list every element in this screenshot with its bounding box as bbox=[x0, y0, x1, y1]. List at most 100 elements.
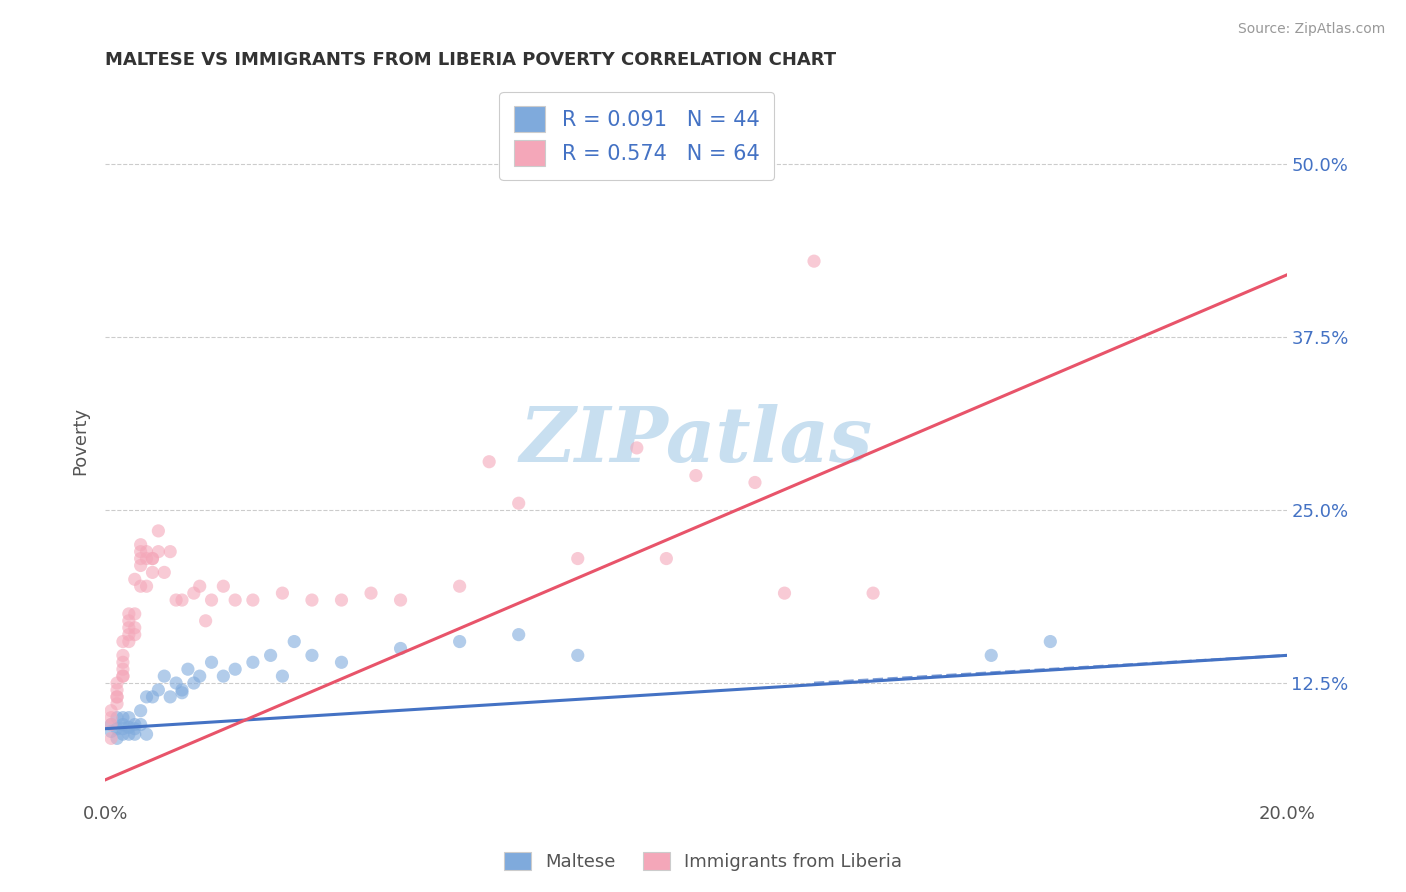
Point bbox=[118, 711, 141, 725]
Point bbox=[105, 690, 128, 704]
Point bbox=[200, 655, 222, 669]
Point bbox=[170, 682, 193, 697]
Point bbox=[655, 551, 678, 566]
Point bbox=[118, 607, 141, 621]
Point bbox=[135, 579, 157, 593]
Point bbox=[242, 593, 264, 607]
Point bbox=[170, 686, 193, 700]
Point bbox=[100, 731, 122, 746]
Point bbox=[100, 711, 122, 725]
Point bbox=[567, 648, 589, 663]
Point bbox=[105, 682, 128, 697]
Point bbox=[980, 648, 1002, 663]
Text: MALTESE VS IMMIGRANTS FROM LIBERIA POVERTY CORRELATION CHART: MALTESE VS IMMIGRANTS FROM LIBERIA POVER… bbox=[105, 51, 837, 69]
Point bbox=[626, 441, 648, 455]
Point bbox=[100, 717, 122, 731]
Point bbox=[449, 579, 471, 593]
Point bbox=[153, 566, 176, 580]
Point bbox=[105, 722, 128, 736]
Point bbox=[301, 648, 323, 663]
Point bbox=[259, 648, 281, 663]
Point bbox=[212, 579, 235, 593]
Point bbox=[118, 720, 141, 734]
Point bbox=[124, 572, 146, 586]
Point bbox=[105, 711, 128, 725]
Point bbox=[188, 669, 211, 683]
Point bbox=[111, 662, 134, 676]
Point bbox=[124, 717, 146, 731]
Point bbox=[124, 607, 146, 621]
Point bbox=[148, 544, 170, 558]
Point bbox=[330, 593, 353, 607]
Legend: Maltese, Immigrants from Liberia: Maltese, Immigrants from Liberia bbox=[496, 845, 910, 879]
Point bbox=[111, 717, 134, 731]
Point bbox=[1039, 634, 1062, 648]
Point bbox=[271, 586, 294, 600]
Point bbox=[118, 621, 141, 635]
Point bbox=[508, 627, 530, 641]
Point bbox=[100, 717, 122, 731]
Point bbox=[224, 593, 246, 607]
Point bbox=[105, 731, 128, 746]
Point bbox=[148, 524, 170, 538]
Point bbox=[129, 544, 152, 558]
Point bbox=[183, 586, 205, 600]
Point bbox=[141, 551, 163, 566]
Point bbox=[449, 634, 471, 648]
Point bbox=[862, 586, 884, 600]
Point bbox=[141, 690, 163, 704]
Point bbox=[100, 704, 122, 718]
Point bbox=[105, 676, 128, 690]
Point bbox=[129, 551, 152, 566]
Point bbox=[389, 641, 412, 656]
Point bbox=[129, 717, 152, 731]
Point bbox=[141, 551, 163, 566]
Point bbox=[141, 566, 163, 580]
Point bbox=[744, 475, 766, 490]
Point bbox=[124, 727, 146, 741]
Point bbox=[148, 682, 170, 697]
Point bbox=[360, 586, 382, 600]
Point bbox=[508, 496, 530, 510]
Point bbox=[159, 690, 181, 704]
Point bbox=[129, 558, 152, 573]
Point bbox=[567, 551, 589, 566]
Point bbox=[118, 727, 141, 741]
Point bbox=[389, 593, 412, 607]
Point bbox=[105, 697, 128, 711]
Point bbox=[283, 634, 305, 648]
Point bbox=[803, 254, 825, 268]
Point bbox=[188, 579, 211, 593]
Point bbox=[153, 669, 176, 683]
Point bbox=[105, 690, 128, 704]
Point bbox=[165, 676, 187, 690]
Point bbox=[124, 722, 146, 736]
Point bbox=[129, 704, 152, 718]
Point bbox=[111, 648, 134, 663]
Point bbox=[135, 727, 157, 741]
Point bbox=[135, 690, 157, 704]
Point bbox=[165, 593, 187, 607]
Point bbox=[773, 586, 796, 600]
Text: ZIPatlas: ZIPatlas bbox=[519, 404, 873, 478]
Point bbox=[271, 669, 294, 683]
Point bbox=[177, 662, 200, 676]
Point bbox=[111, 722, 134, 736]
Point bbox=[330, 655, 353, 669]
Point bbox=[111, 669, 134, 683]
Point bbox=[111, 655, 134, 669]
Point bbox=[685, 468, 707, 483]
Point bbox=[100, 724, 122, 739]
Point bbox=[478, 455, 501, 469]
Point bbox=[118, 627, 141, 641]
Point bbox=[170, 593, 193, 607]
Legend: R = 0.091   N = 44, R = 0.574   N = 64: R = 0.091 N = 44, R = 0.574 N = 64 bbox=[499, 92, 775, 180]
Point bbox=[301, 593, 323, 607]
Point bbox=[242, 655, 264, 669]
Point bbox=[111, 727, 134, 741]
Point bbox=[183, 676, 205, 690]
Point bbox=[118, 634, 141, 648]
Text: Source: ZipAtlas.com: Source: ZipAtlas.com bbox=[1237, 22, 1385, 37]
Point bbox=[111, 634, 134, 648]
Point bbox=[129, 579, 152, 593]
